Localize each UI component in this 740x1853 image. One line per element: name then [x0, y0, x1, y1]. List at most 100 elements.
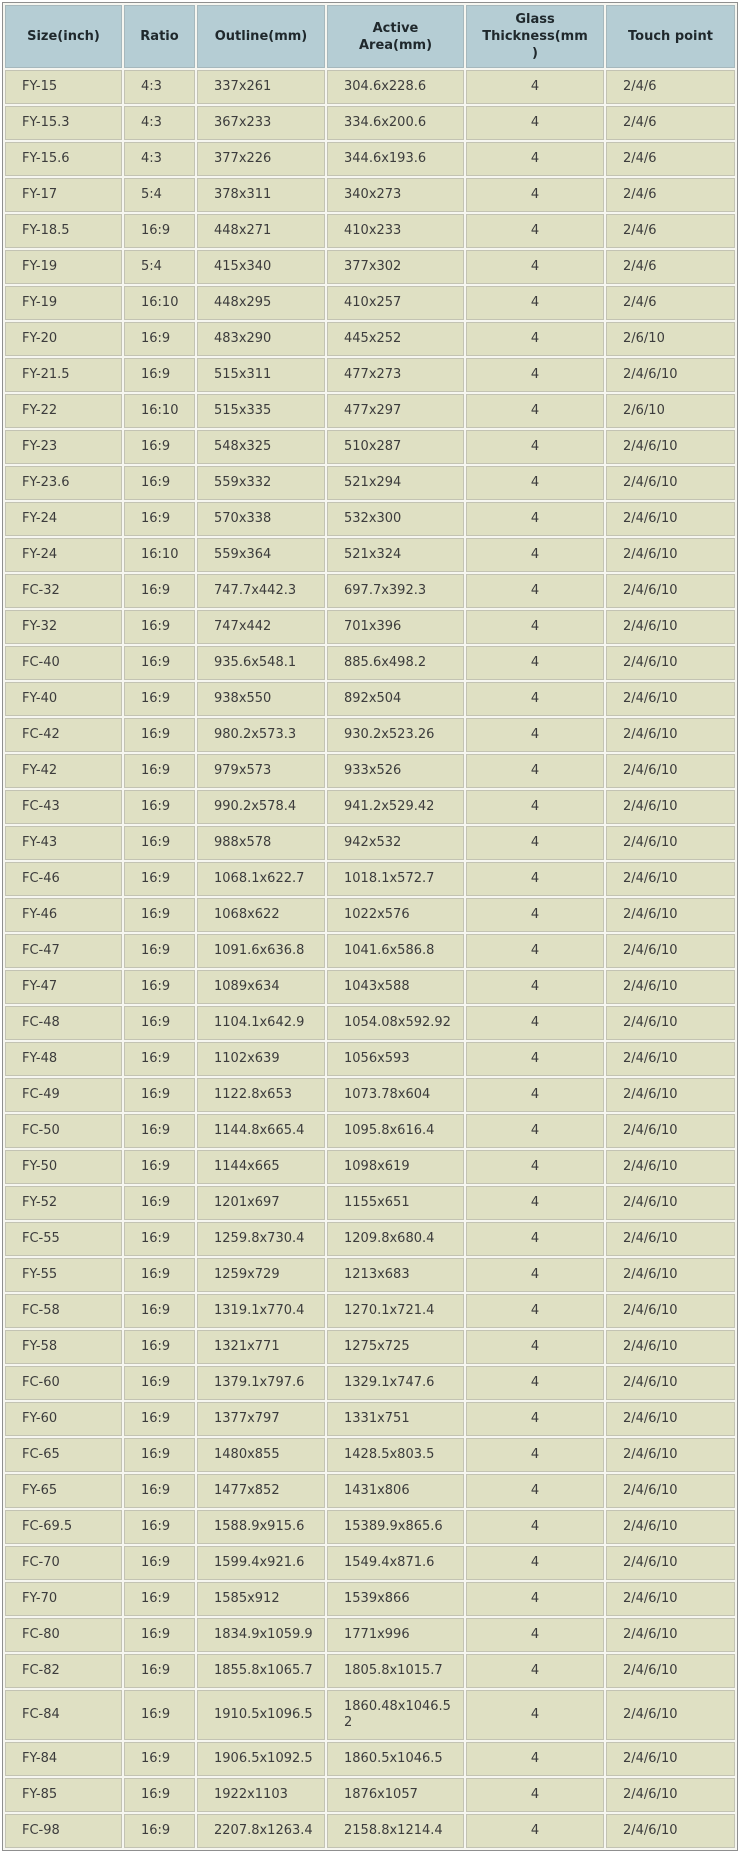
table-body: FY-15 4:3 337x261 304.6x228.6 4 2/4/6 FY-15.3 4… [5, 70, 735, 1848]
cell-outline: 1480x855 [197, 1438, 325, 1472]
cell-glass-thickness: 4 [466, 250, 604, 284]
cell-size: FY-84 [5, 1742, 122, 1776]
table-row: FY-19 5:4 415x340 377x302 4 2/4/6 [5, 250, 735, 284]
cell-active-area: 344.6x193.6 [327, 142, 464, 176]
column-header-outline: Outline(mm) [197, 5, 325, 68]
cell-size: FY-23.6 [5, 466, 122, 500]
table-row: FY-50 16:9 1144x665 1098x619 4 2/4/6/10 [5, 1150, 735, 1184]
cell-outline: 548x325 [197, 430, 325, 464]
cell-touch-point: 2/4/6/10 [606, 754, 735, 788]
cell-outline: 979x573 [197, 754, 325, 788]
cell-glass-thickness: 4 [466, 1618, 604, 1652]
cell-glass-thickness: 4 [466, 1258, 604, 1292]
table-row: FC-58 16:9 1319.1x770.4 1270.1x721.4 4 2/4/6/… [5, 1294, 735, 1328]
cell-active-area: 1022x576 [327, 898, 464, 932]
cell-touch-point: 2/4/6 [606, 106, 735, 140]
table-row: FY-19 16:10 448x295 410x257 4 2/4/6 [5, 286, 735, 320]
cell-touch-point: 2/4/6/10 [606, 1006, 735, 1040]
cell-ratio: 5:4 [124, 250, 195, 284]
cell-size: FY-55 [5, 1258, 122, 1292]
cell-outline: 747x442 [197, 610, 325, 644]
cell-outline: 515x335 [197, 394, 325, 428]
cell-size: FC-58 [5, 1294, 122, 1328]
cell-ratio: 16:9 [124, 1510, 195, 1544]
cell-ratio: 16:9 [124, 1582, 195, 1616]
cell-glass-thickness: 4 [466, 358, 604, 392]
cell-active-area: 477x273 [327, 358, 464, 392]
cell-ratio: 16:9 [124, 1814, 195, 1848]
cell-glass-thickness: 4 [466, 1654, 604, 1688]
cell-size: FY-70 [5, 1582, 122, 1616]
cell-size: FC-80 [5, 1618, 122, 1652]
cell-active-area: 1860.48x1046.52 [327, 1690, 464, 1740]
cell-ratio: 16:9 [124, 754, 195, 788]
cell-active-area: 1098x619 [327, 1150, 464, 1184]
cell-outline: 483x290 [197, 322, 325, 356]
cell-touch-point: 2/4/6/10 [606, 1778, 735, 1812]
column-header-glass-thickness: Glass Thickness(mm ) [466, 5, 604, 68]
cell-touch-point: 2/4/6/10 [606, 646, 735, 680]
cell-touch-point: 2/4/6/10 [606, 826, 735, 860]
cell-touch-point: 2/4/6/10 [606, 1258, 735, 1292]
table-row: FY-60 16:9 1377x797 1331x751 4 2/4/6/10 [5, 1402, 735, 1436]
cell-glass-thickness: 4 [466, 1778, 604, 1812]
table-row: FC-48 16:9 1104.1x642.9 1054.08x592.92 4 2/4/… [5, 1006, 735, 1040]
cell-touch-point: 2/4/6/10 [606, 898, 735, 932]
cell-glass-thickness: 4 [466, 718, 604, 752]
cell-size: FY-32 [5, 610, 122, 644]
table-row: FY-32 16:9 747x442 701x396 4 2/4/6/10 [5, 610, 735, 644]
cell-ratio: 16:9 [124, 430, 195, 464]
cell-active-area: 334.6x200.6 [327, 106, 464, 140]
cell-active-area: 1331x751 [327, 1402, 464, 1436]
cell-outline: 1104.1x642.9 [197, 1006, 325, 1040]
cell-size: FY-65 [5, 1474, 122, 1508]
cell-touch-point: 2/4/6/10 [606, 1150, 735, 1184]
cell-touch-point: 2/4/6/10 [606, 610, 735, 644]
cell-size: FY-24 [5, 502, 122, 536]
column-header-size: Size(inch) [5, 5, 122, 68]
cell-outline: 559x364 [197, 538, 325, 572]
cell-outline: 1477x852 [197, 1474, 325, 1508]
cell-outline: 1599.4x921.6 [197, 1546, 325, 1580]
cell-outline: 377x226 [197, 142, 325, 176]
cell-glass-thickness: 4 [466, 1114, 604, 1148]
cell-active-area: 1041.6x586.8 [327, 934, 464, 968]
cell-touch-point: 2/4/6/10 [606, 1438, 735, 1472]
cell-glass-thickness: 4 [466, 1742, 604, 1776]
cell-ratio: 16:9 [124, 1742, 195, 1776]
cell-size: FY-48 [5, 1042, 122, 1076]
cell-size: FY-42 [5, 754, 122, 788]
cell-glass-thickness: 4 [466, 394, 604, 428]
cell-size: FY-60 [5, 1402, 122, 1436]
cell-touch-point: 2/4/6 [606, 286, 735, 320]
cell-glass-thickness: 4 [466, 1510, 604, 1544]
cell-touch-point: 2/4/6/10 [606, 1582, 735, 1616]
cell-size: FC-32 [5, 574, 122, 608]
cell-ratio: 16:9 [124, 1330, 195, 1364]
cell-size: FY-21.5 [5, 358, 122, 392]
cell-ratio: 16:9 [124, 1438, 195, 1472]
cell-size: FY-24 [5, 538, 122, 572]
cell-active-area: 1095.8x616.4 [327, 1114, 464, 1148]
cell-size: FC-50 [5, 1114, 122, 1148]
cell-size: FC-43 [5, 790, 122, 824]
cell-size: FC-42 [5, 718, 122, 752]
cell-glass-thickness: 4 [466, 214, 604, 248]
cell-ratio: 16:9 [124, 1042, 195, 1076]
cell-glass-thickness: 4 [466, 1438, 604, 1472]
cell-glass-thickness: 4 [466, 754, 604, 788]
cell-active-area: 1018.1x572.7 [327, 862, 464, 896]
cell-outline: 1144.8x665.4 [197, 1114, 325, 1148]
cell-outline: 1906.5x1092.5 [197, 1742, 325, 1776]
table-row: FC-46 16:9 1068.1x622.7 1018.1x572.7 4 2/4/6/… [5, 862, 735, 896]
cell-ratio: 16:9 [124, 1618, 195, 1652]
cell-touch-point: 2/4/6/10 [606, 1402, 735, 1436]
cell-outline: 1259.8x730.4 [197, 1222, 325, 1256]
cell-active-area: 304.6x228.6 [327, 70, 464, 104]
cell-active-area: 2158.8x1214.4 [327, 1814, 464, 1848]
cell-outline: 1377x797 [197, 1402, 325, 1436]
cell-ratio: 16:9 [124, 1150, 195, 1184]
table-row: FY-18.5 16:9 448x271 410x233 4 2/4/6 [5, 214, 735, 248]
cell-active-area: 1209.8x680.4 [327, 1222, 464, 1256]
cell-outline: 1122.8x653 [197, 1078, 325, 1112]
